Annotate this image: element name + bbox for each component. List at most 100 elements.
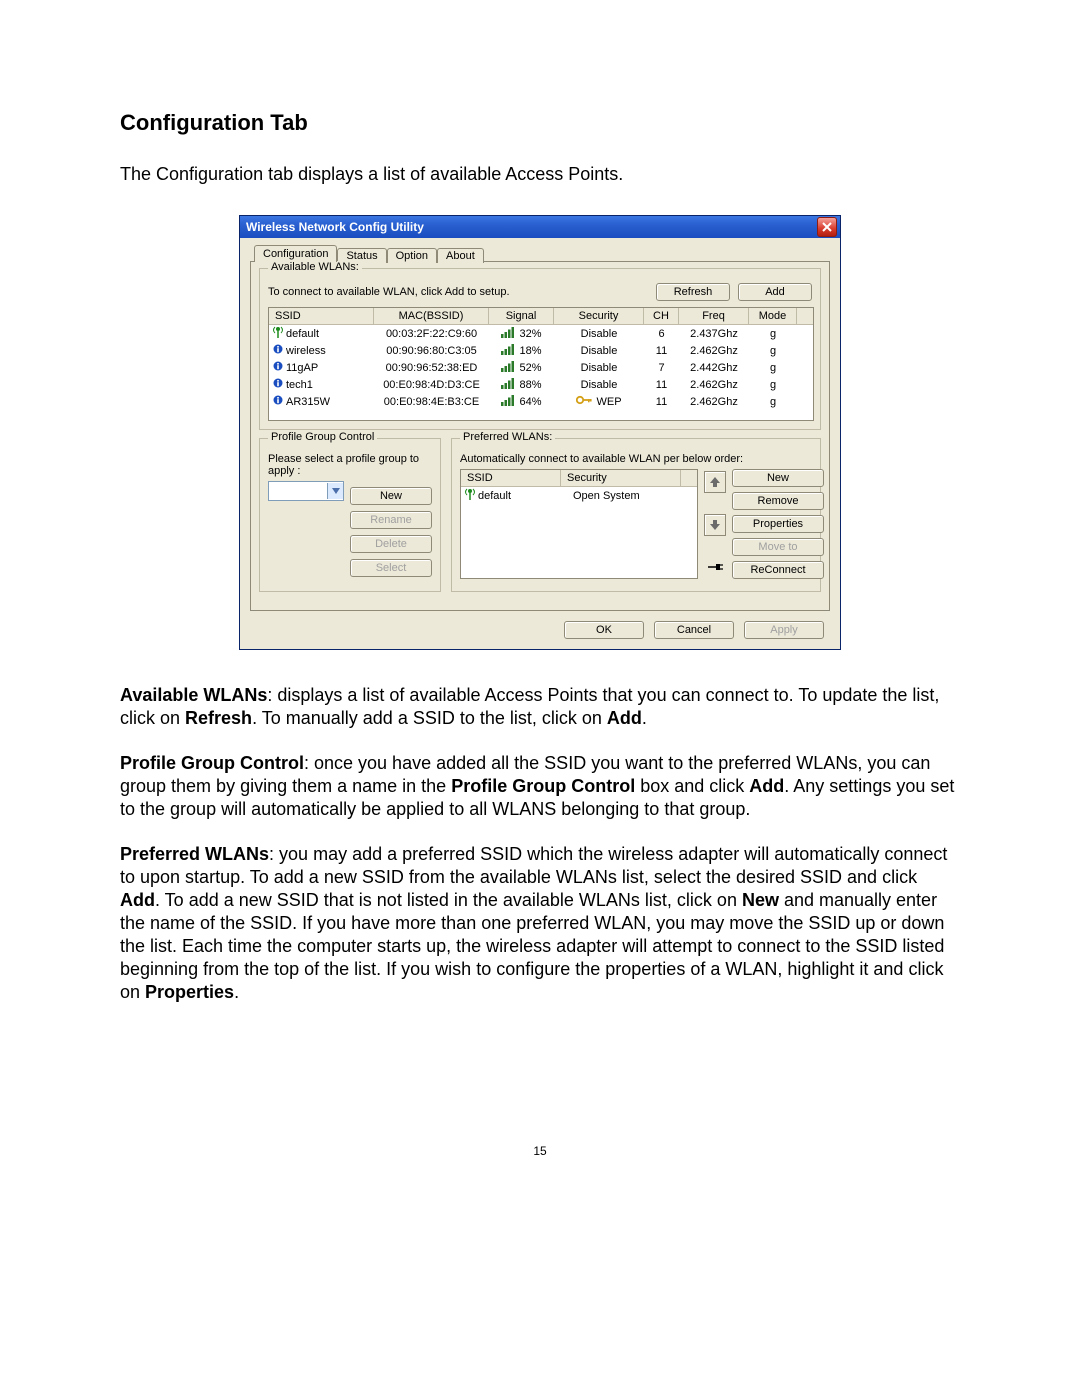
row-ch: 7	[644, 361, 679, 375]
pref-remove-button[interactable]: Remove	[732, 492, 824, 510]
tab-option[interactable]: Option	[387, 248, 437, 263]
intro-part-b: displays a list of available Access Poin…	[298, 164, 623, 184]
row-mode: g	[749, 378, 797, 392]
p1-b2: Refresh	[185, 708, 252, 728]
row-security: Disable	[581, 362, 618, 374]
apply-button[interactable]: Apply	[744, 621, 824, 639]
pref-row[interactable]: default Open System	[461, 487, 697, 504]
available-wlans-legend: Available WLANs:	[268, 261, 362, 273]
dropdown-arrow-icon	[327, 483, 343, 499]
p1-b3: Add	[607, 708, 642, 728]
row-mac: 00:E0:98:4E:B3:CE	[374, 395, 489, 409]
row-mode: g	[749, 344, 797, 358]
p3-b2: Add	[120, 890, 155, 910]
pgc-select-button[interactable]: Select	[350, 559, 432, 577]
signal-bars-icon	[501, 360, 515, 375]
antenna-icon	[273, 326, 283, 341]
table-row[interactable]: AR315W00:E0:98:4E:B3:CE64%WEP112.462Ghzg	[269, 393, 813, 410]
connect-icon-button[interactable]	[705, 557, 725, 577]
p3-b4: Properties	[145, 982, 234, 1002]
row-signal: 18%	[519, 345, 541, 357]
page-heading: Configuration Tab	[120, 110, 960, 136]
cancel-button[interactable]: Cancel	[654, 621, 734, 639]
table-row[interactable]: 11gAP00:90:96:52:38:ED52%Disable72.442Gh…	[269, 359, 813, 376]
paragraph-pgc: Profile Group Control: once you have add…	[120, 752, 960, 821]
col-freq[interactable]: Freq	[679, 308, 749, 324]
col-ch[interactable]: CH	[644, 308, 679, 324]
row-ssid: AR315W	[286, 396, 330, 408]
row-mode: g	[749, 361, 797, 375]
profile-group-control: Profile Group Control Please select a pr…	[259, 438, 441, 592]
pref-new-button[interactable]: New	[732, 469, 824, 487]
pref-row-ssid: default	[478, 490, 511, 502]
col-security[interactable]: Security	[554, 308, 644, 324]
col-signal[interactable]: Signal	[489, 308, 554, 324]
signal-bars-icon	[501, 377, 515, 392]
preferred-wlans-group: Preferred WLANs: Automatically connect t…	[451, 438, 821, 592]
info-icon	[273, 343, 283, 358]
move-down-button[interactable]	[704, 514, 726, 536]
pgc-new-button[interactable]: New	[350, 487, 432, 505]
arrow-down-icon	[709, 519, 721, 531]
col-mode[interactable]: Mode	[749, 308, 797, 324]
tab-configuration[interactable]: Configuration	[254, 245, 337, 262]
pref-col-security[interactable]: Security	[561, 470, 681, 486]
row-security: Disable	[581, 379, 618, 391]
table-row[interactable]: default00:03:2F:22:C9:6032%Disable62.437…	[269, 325, 813, 342]
table-row[interactable]: tech100:E0:98:4D:D3:CE88%Disable112.462G…	[269, 376, 813, 393]
col-mac[interactable]: MAC(BSSID)	[374, 308, 489, 324]
pref-moveto-button[interactable]: Move to	[732, 538, 824, 556]
move-up-button[interactable]	[704, 471, 726, 493]
tab-strip: Configuration Status Option About	[254, 244, 830, 261]
available-wlans-list[interactable]: SSID MAC(BSSID) Signal Security CH Freq …	[268, 307, 814, 421]
pgc-delete-button[interactable]: Delete	[350, 535, 432, 553]
pref-properties-button[interactable]: Properties	[732, 515, 824, 533]
row-freq: 2.462Ghz	[679, 344, 749, 358]
row-security: WEP	[596, 396, 621, 408]
close-button[interactable]	[817, 217, 837, 237]
p2-t2: box and click	[635, 776, 749, 796]
row-ch: 11	[644, 344, 679, 358]
row-ch: 11	[644, 395, 679, 409]
dialog-button-row: OK Cancel Apply	[250, 621, 830, 639]
antenna-icon	[465, 488, 475, 503]
p2-b3: Add	[749, 776, 784, 796]
key-icon	[576, 395, 592, 408]
row-freq: 2.437Ghz	[679, 327, 749, 341]
row-mode: g	[749, 395, 797, 409]
row-signal: 88%	[519, 379, 541, 391]
table-row[interactable]: wireless00:90:96:80:C3:0518%Disable112.4…	[269, 342, 813, 359]
p1-t2: . To manually add a SSID to the list, cl…	[252, 708, 607, 728]
pref-reconnect-button[interactable]: ReConnect	[732, 561, 824, 579]
paragraph-preferred: Preferred WLANs: you may add a preferred…	[120, 843, 960, 1004]
refresh-button[interactable]: Refresh	[656, 283, 730, 301]
row-security: Disable	[581, 328, 618, 340]
p2-b2: Profile Group Control	[451, 776, 635, 796]
p3-b3: New	[742, 890, 779, 910]
page-number: 15	[120, 1144, 960, 1158]
p1-b1: Available WLANs	[120, 685, 267, 705]
row-freq: 2.462Ghz	[679, 378, 749, 392]
p1-t3: .	[642, 708, 647, 728]
row-freq: 2.462Ghz	[679, 395, 749, 409]
signal-bars-icon	[501, 326, 515, 341]
intro-part-a: The Configuration tab	[120, 164, 298, 184]
preferred-wlans-list[interactable]: SSID Security default	[460, 469, 698, 579]
col-ssid[interactable]: SSID	[269, 308, 374, 324]
row-mac: 00:90:96:52:38:ED	[374, 361, 489, 375]
tab-about[interactable]: About	[437, 248, 484, 263]
add-button[interactable]: Add	[738, 283, 812, 301]
pref-col-ssid[interactable]: SSID	[461, 470, 561, 486]
profile-group-select[interactable]	[268, 481, 344, 501]
pgc-rename-button[interactable]: Rename	[350, 511, 432, 529]
row-mac: 00:03:2F:22:C9:60	[374, 327, 489, 341]
available-wlans-group: Available WLANs: To connect to available…	[259, 268, 821, 430]
pgc-legend: Profile Group Control	[268, 431, 377, 443]
row-signal: 32%	[519, 328, 541, 340]
row-ch: 6	[644, 327, 679, 341]
row-ssid: tech1	[286, 379, 313, 391]
pref-list-header: SSID Security	[461, 470, 697, 487]
row-ssid: 11gAP	[286, 362, 318, 374]
paragraph-available: Available WLANs: displays a list of avai…	[120, 684, 960, 730]
ok-button[interactable]: OK	[564, 621, 644, 639]
